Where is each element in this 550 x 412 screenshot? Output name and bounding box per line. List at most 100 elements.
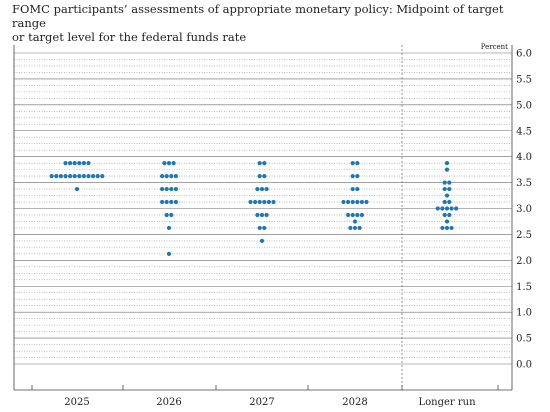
data-dot [359, 212, 364, 218]
data-dot [442, 186, 447, 192]
data-dot [442, 199, 447, 205]
data-dot [447, 186, 452, 192]
data-dot [95, 174, 100, 179]
data-dot [160, 186, 165, 192]
data-dot [171, 161, 176, 166]
y-tick-label: 1.0 [516, 308, 532, 319]
y-tick-label: 0.0 [516, 360, 532, 371]
data-dot [355, 174, 360, 179]
data-dot [259, 212, 265, 218]
chart-title-line-2: or target level for the federal funds ra… [12, 30, 247, 44]
data-dot [63, 161, 68, 166]
y-tick-label: 5.5 [516, 74, 532, 85]
data-dot [449, 225, 454, 231]
data-dot [68, 161, 73, 166]
category-label: 2026 [156, 397, 181, 408]
y-tick-label: 6.0 [516, 49, 532, 60]
data-dot [54, 174, 59, 179]
data-dot [262, 174, 267, 179]
data-dot [447, 180, 452, 185]
plot-frame [13, 45, 513, 391]
data-dot [81, 174, 86, 179]
y-tick-label: 3.5 [516, 178, 532, 189]
data-dot [442, 212, 447, 218]
data-dot [259, 238, 265, 243]
data-dot [440, 206, 445, 211]
data-dot [341, 199, 346, 205]
data-dot [259, 186, 265, 192]
data-dot [447, 199, 452, 205]
data-dot [166, 225, 172, 231]
data-dot [77, 161, 82, 166]
data-dot [449, 206, 454, 211]
chart-title-line-1: FOMC participants’ assessments of approp… [12, 2, 504, 30]
y-axis: 0.0 0.5 1.0 1.5 2.0 2.5 3.0 3.5 4.0 4.5 5.0 5.5 6.0 P… [481, 43, 532, 371]
x-axis: 2025 2026 2027 2028 Longer run [31, 385, 499, 408]
data-dot [266, 199, 271, 205]
data-dot [359, 199, 364, 205]
data-dot [63, 174, 68, 179]
data-dot [350, 212, 355, 218]
data-dot [173, 174, 178, 179]
data-dot [86, 161, 91, 166]
data-dot [160, 174, 165, 179]
data-dot [253, 199, 258, 205]
data-dot [91, 174, 96, 179]
data-dot [350, 161, 355, 166]
grid-lines [14, 52, 512, 365]
data-dot [169, 212, 174, 218]
data-dot [447, 212, 452, 218]
y-tick-label: 0.5 [516, 334, 532, 345]
data-dot [346, 212, 351, 218]
data-dot [166, 161, 172, 166]
data-dot [255, 212, 260, 218]
data-dot [264, 212, 269, 218]
y-axis-unit-label: Percent [481, 43, 508, 51]
data-dot [444, 225, 450, 231]
data-dot [257, 199, 262, 205]
data-dot [442, 180, 447, 185]
data-dot [58, 174, 64, 179]
data-dot [435, 206, 440, 211]
data-dot [257, 161, 262, 166]
category-label: Longer run [418, 397, 476, 408]
data-dot [169, 199, 174, 205]
data-dot [72, 161, 77, 166]
y-tick-label: 2.5 [516, 230, 532, 241]
data-dot [357, 225, 362, 231]
data-dot [364, 199, 369, 205]
data-dot [350, 174, 355, 179]
y-tick-label: 1.5 [516, 282, 532, 293]
category-label: 2025 [64, 397, 89, 408]
y-tick-label: 2.0 [516, 256, 532, 267]
data-dot [348, 225, 353, 231]
data-dots [49, 161, 459, 256]
data-dot [262, 161, 267, 166]
data-dot [164, 212, 169, 218]
y-tick-label: 5.0 [516, 100, 532, 111]
data-dot [352, 219, 358, 224]
data-dot [350, 199, 355, 205]
y-tick-label: 4.0 [516, 152, 532, 163]
data-dot [355, 212, 360, 218]
data-dot [352, 225, 358, 231]
data-dot [444, 193, 450, 198]
data-dot [166, 251, 172, 256]
data-dot [444, 219, 450, 224]
data-dot [169, 186, 174, 192]
data-dot [74, 186, 80, 192]
data-dot [264, 186, 269, 192]
data-dot [100, 174, 105, 179]
data-dot [355, 161, 360, 166]
data-dot [86, 174, 91, 179]
data-dot [169, 174, 174, 179]
data-dot [346, 199, 351, 205]
data-dot [160, 199, 165, 205]
data-dot [255, 186, 260, 192]
data-dot [164, 174, 169, 179]
data-dot [271, 199, 276, 205]
data-dot [257, 225, 262, 231]
data-dot [454, 206, 459, 211]
y-tick-label: 4.5 [516, 126, 532, 137]
